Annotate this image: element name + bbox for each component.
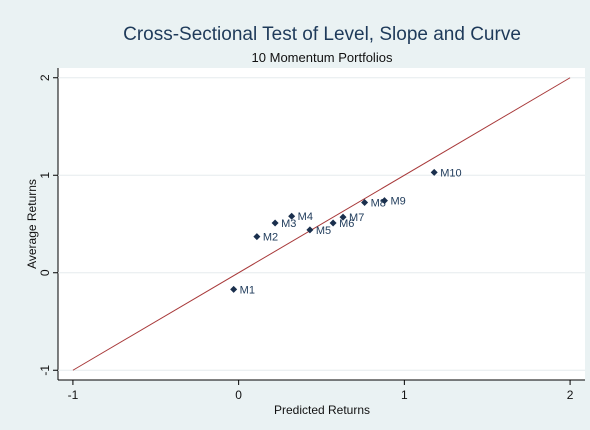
reference-line — [72, 77, 571, 371]
point — [306, 226, 314, 234]
point — [361, 199, 369, 207]
point-label: M9 — [390, 196, 405, 208]
point — [430, 168, 438, 176]
point-label: M5 — [316, 225, 331, 237]
x-tick-label: 1 — [401, 388, 408, 402]
y-tick-label: 2 — [38, 74, 52, 81]
point — [380, 197, 388, 205]
point — [339, 213, 347, 221]
point-label: M10 — [440, 167, 461, 179]
y-tick-label: 1 — [38, 172, 52, 179]
point-label: M2 — [263, 232, 278, 244]
x-tick-label: 0 — [235, 388, 242, 402]
x-tick-label: -1 — [68, 388, 79, 402]
point — [288, 212, 296, 220]
y-axis-label: Average Returns — [25, 179, 39, 269]
x-axis-label: Predicted Returns — [274, 403, 370, 417]
point — [230, 285, 238, 293]
point-label: M6 — [339, 218, 354, 230]
point-label: M3 — [281, 218, 296, 230]
point — [271, 219, 279, 227]
point — [253, 233, 261, 241]
x-tick-label: 2 — [567, 388, 574, 402]
y-tick-label: 0 — [38, 269, 52, 276]
chart-subtitle: 10 Momentum Portfolios — [252, 50, 393, 65]
point — [329, 219, 337, 227]
chart-title: Cross-Sectional Test of Level, Slope and… — [123, 24, 521, 45]
point-label: M7 — [349, 212, 364, 224]
point-label: M1 — [240, 284, 255, 296]
point-label: M4 — [298, 211, 313, 223]
y-tick-label: -1 — [38, 365, 52, 376]
